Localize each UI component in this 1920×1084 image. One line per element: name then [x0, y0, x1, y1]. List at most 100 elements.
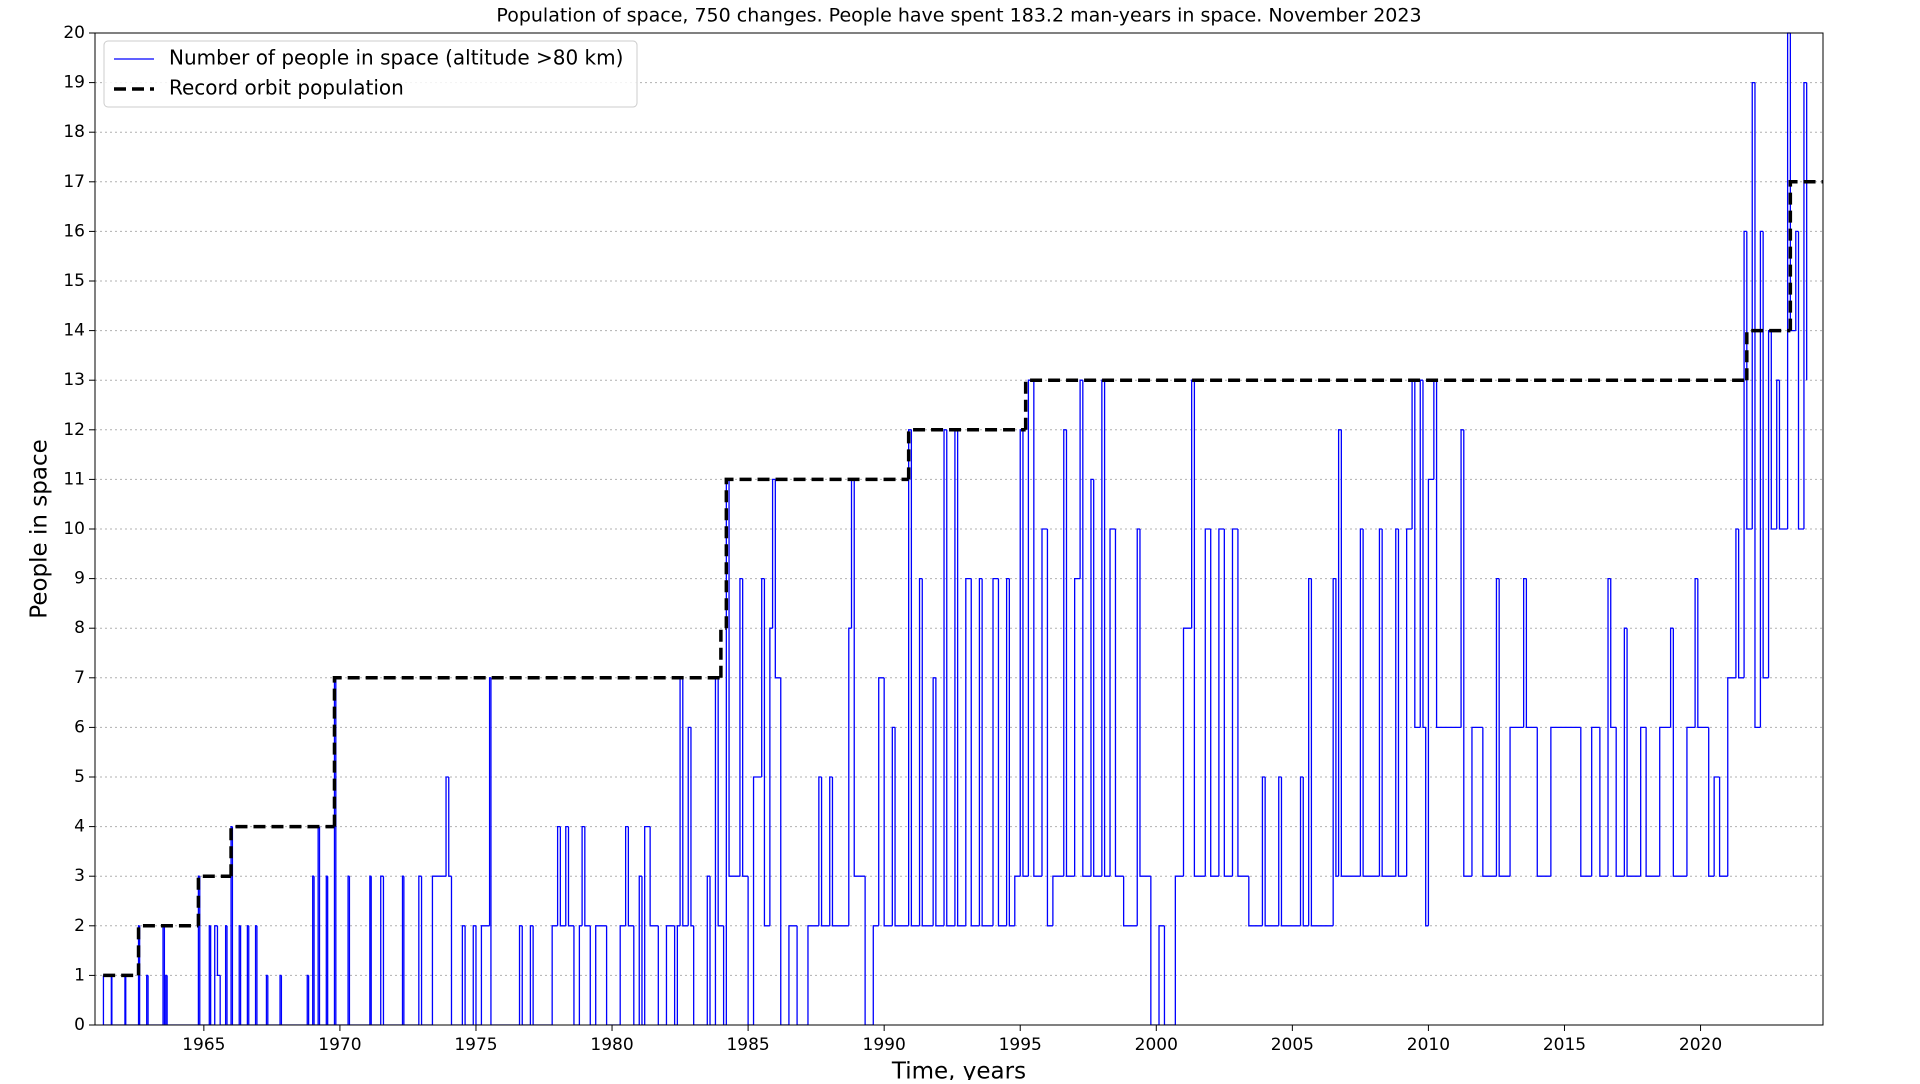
population-step: [1218, 528, 1225, 877]
population-step: [1778, 380, 1788, 530]
population-step: [1093, 479, 1102, 877]
chart-title: Population of space, 750 changes. People…: [496, 5, 1421, 27]
population-step: [644, 825, 651, 1025]
population-step: [774, 479, 781, 679]
population-step: [125, 975, 139, 1025]
population-step: [1406, 528, 1413, 877]
population-step: [1022, 429, 1029, 877]
population-step: [532, 925, 553, 1025]
population-step: [163, 925, 166, 1025]
population-step: [1754, 82, 1761, 729]
record-step: [1023, 378, 1747, 430]
population-step: [997, 578, 1007, 927]
population-step: [1063, 429, 1067, 877]
record-step: [196, 874, 232, 926]
population-step: [166, 975, 199, 1025]
population-step: [1302, 777, 1309, 927]
population-step: [1422, 380, 1426, 729]
population-step: [1659, 726, 1671, 877]
population-step: [1033, 380, 1042, 877]
population-step: [1335, 578, 1339, 877]
population-step: [403, 876, 419, 1025]
population-step: [1065, 429, 1075, 877]
population-step: [853, 479, 866, 877]
population-step: [1536, 727, 1551, 877]
population-step: [872, 925, 879, 1025]
population-step: [956, 429, 966, 927]
population-step: [214, 925, 218, 1025]
population-step: [1580, 727, 1592, 877]
population-step: [313, 876, 319, 1025]
population-step: [1645, 727, 1660, 877]
population-step: [619, 925, 626, 1025]
population-step: [690, 727, 694, 927]
record-step: [906, 428, 1026, 480]
population-step: [138, 925, 147, 1025]
population-step: [638, 875, 642, 1025]
population-step: [943, 429, 947, 926]
population-step: [239, 925, 248, 1025]
population-step: [1550, 726, 1581, 877]
y-tick-label: 15: [63, 271, 85, 291]
population-step: [231, 826, 240, 1025]
population-step: [1308, 577, 1312, 926]
population-step: [910, 429, 920, 927]
record-step: [719, 626, 727, 678]
population-step: [1694, 577, 1698, 728]
population-step: [573, 925, 580, 1025]
population-step: [788, 925, 798, 1025]
population-step: [210, 925, 215, 1025]
record-step: [1745, 328, 1791, 381]
y-tick-label: 18: [63, 122, 85, 142]
population-step: [226, 925, 232, 1025]
population-step: [529, 925, 534, 1025]
population-step: [657, 925, 667, 1025]
legend-label: Number of people in space (altitude >80 …: [169, 46, 623, 70]
population-step: [464, 925, 474, 1025]
record-step: [229, 824, 335, 877]
population-step: [1237, 529, 1249, 877]
y-tick-label: 0: [74, 1015, 85, 1035]
population-step: [1615, 727, 1625, 877]
population-step: [199, 876, 210, 1025]
population-step: [1482, 727, 1497, 877]
population-step: [1591, 726, 1600, 877]
population-step: [747, 876, 754, 1025]
record-step: [1788, 180, 1823, 331]
population-step: [1669, 627, 1674, 728]
population-step: [1460, 429, 1464, 728]
population-step: [1746, 231, 1753, 530]
population-step: [673, 925, 678, 1025]
population-step: [1163, 925, 1176, 1025]
population-step: [521, 925, 531, 1025]
population-step: [1751, 81, 1755, 529]
population-step: [1114, 529, 1124, 877]
population-step: [722, 925, 727, 1025]
x-tick-label: 1975: [454, 1035, 497, 1055]
population-step: [1248, 876, 1263, 927]
population-step: [327, 876, 335, 1025]
y-tick-label: 3: [74, 866, 85, 886]
x-tick-label: 1965: [182, 1035, 225, 1055]
population-step: [1193, 380, 1206, 877]
population-step: [318, 826, 327, 1025]
population-step: [992, 577, 999, 926]
y-tick-label: 12: [63, 420, 85, 440]
population-step: [709, 876, 716, 1025]
population-step: [1419, 379, 1423, 728]
population-step: [461, 925, 466, 1025]
population-step: [1204, 528, 1211, 877]
y-tick-label: 11: [63, 469, 85, 489]
population-step: [752, 776, 762, 1025]
population-step: [693, 925, 708, 1025]
population-step: [518, 925, 523, 1025]
population-step: [1762, 231, 1769, 679]
population-step: [1046, 529, 1053, 927]
population-step: [556, 825, 561, 926]
population-step: [475, 925, 482, 1025]
population-step: [1397, 529, 1407, 877]
population-step: [1626, 628, 1641, 877]
population-step: [717, 677, 724, 927]
record-step: [332, 676, 721, 827]
